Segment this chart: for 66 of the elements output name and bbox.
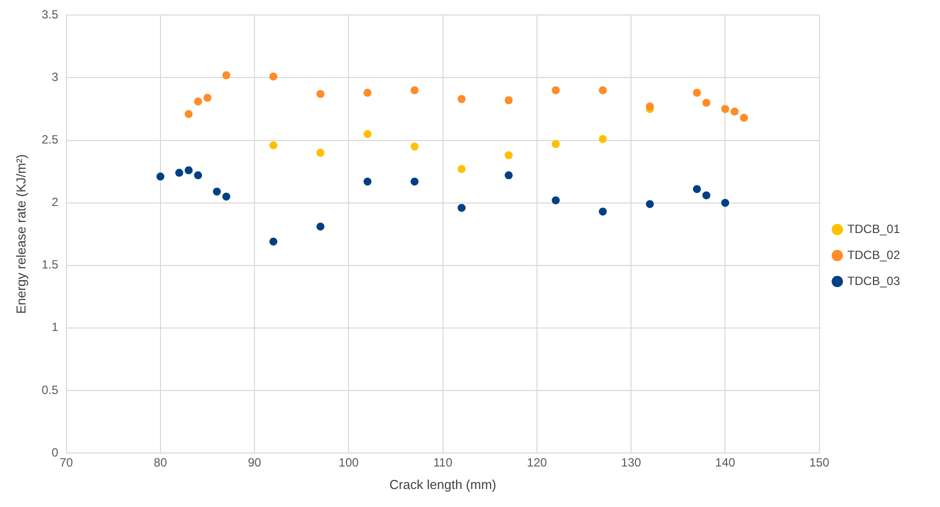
point xyxy=(410,142,419,151)
point xyxy=(194,171,202,180)
point xyxy=(363,178,372,186)
x-tick-label: 110 xyxy=(433,456,453,470)
point xyxy=(363,88,372,97)
point xyxy=(458,165,466,174)
y-tick-label: 3 xyxy=(52,70,59,84)
x-tick-label: 80 xyxy=(154,456,168,470)
x-axis-title: Crack length (mm) xyxy=(389,476,496,492)
x-tick-label: 100 xyxy=(338,456,359,470)
point xyxy=(194,98,202,106)
point xyxy=(212,188,221,196)
point xyxy=(175,168,184,177)
point xyxy=(598,208,607,216)
point xyxy=(552,196,560,204)
point xyxy=(692,88,701,97)
y-tick-label: 0 xyxy=(52,445,59,460)
point xyxy=(702,191,710,200)
point xyxy=(646,200,654,208)
point xyxy=(269,141,278,150)
point xyxy=(316,90,324,98)
x-tick-label: 120 xyxy=(526,456,548,470)
legend-label: TDCB_02 xyxy=(847,248,900,262)
point xyxy=(316,222,324,231)
point xyxy=(598,86,607,94)
y-tick-label: 2.5 xyxy=(42,132,59,147)
point xyxy=(646,102,654,111)
point xyxy=(730,108,739,116)
point xyxy=(269,72,278,80)
y-tick-label: 0.5 xyxy=(42,382,59,397)
legend-label: TDCB_03 xyxy=(847,274,900,288)
x-tick-label: 140 xyxy=(715,456,736,470)
point xyxy=(203,94,212,102)
x-tick-label: 70 xyxy=(60,456,74,470)
point xyxy=(184,110,193,118)
x-tick-label: 90 xyxy=(248,456,262,470)
point xyxy=(721,198,730,207)
point xyxy=(458,204,466,212)
point xyxy=(702,98,710,107)
point xyxy=(363,130,372,138)
point xyxy=(222,192,230,201)
y-tick-label: 1 xyxy=(52,320,59,334)
point xyxy=(504,151,513,160)
point xyxy=(552,140,560,148)
point xyxy=(458,95,466,104)
y-tick-label: 1.5 xyxy=(42,258,59,272)
point xyxy=(222,71,230,80)
y-tick-label: 3.5 xyxy=(42,8,59,22)
point xyxy=(721,105,730,114)
x-tick-label: 150 xyxy=(809,456,830,470)
point xyxy=(156,172,164,181)
point xyxy=(504,96,513,104)
x-tick-label: 130 xyxy=(621,456,642,470)
y-axis-title: Energy release rate (KJ/m²) xyxy=(13,154,28,314)
point xyxy=(410,86,419,94)
point xyxy=(598,135,607,144)
point xyxy=(504,171,513,180)
point xyxy=(316,148,324,157)
legend-label: TDCB_01 xyxy=(847,222,900,236)
point xyxy=(740,114,748,122)
point xyxy=(269,238,278,246)
y-tick-label: 2 xyxy=(52,195,59,210)
point xyxy=(184,166,193,174)
point xyxy=(552,86,560,94)
point xyxy=(410,178,419,186)
point xyxy=(692,185,701,194)
